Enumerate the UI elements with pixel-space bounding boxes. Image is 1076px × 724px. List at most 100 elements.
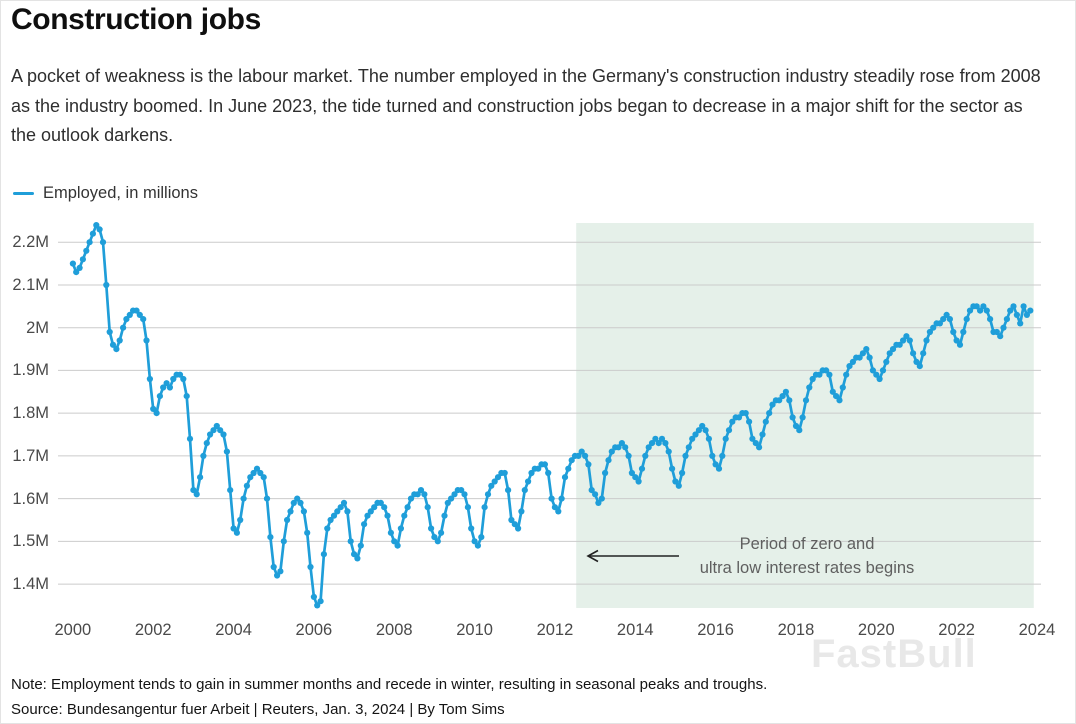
data-point-marker (210, 427, 217, 434)
data-point-marker (330, 512, 338, 519)
data-point-marker (263, 495, 271, 502)
x-tick-label: 2016 (697, 621, 734, 639)
data-point-marker (675, 482, 682, 489)
data-point-marker (438, 529, 445, 536)
data-point-marker (203, 440, 210, 447)
y-tick-label: 1.8M (12, 404, 49, 423)
data-point-marker (156, 393, 163, 400)
y-tick-label: 2.2M (12, 233, 49, 252)
data-point-marker (608, 448, 615, 455)
data-point-marker (906, 337, 913, 344)
data-point-marker (618, 440, 626, 447)
x-tick-label: 2020 (857, 621, 895, 639)
legend: Employed, in millions (13, 184, 198, 203)
data-point-marker (916, 363, 923, 370)
data-point-marker (257, 469, 264, 477)
data-point-marker (103, 281, 110, 289)
data-point-marker (417, 487, 425, 494)
data-point-marker (956, 341, 964, 348)
data-point-marker (140, 316, 147, 323)
data-point-marker (863, 346, 870, 353)
data-point-marker (424, 504, 431, 511)
data-point-marker (977, 307, 984, 314)
data-point-marker (126, 311, 133, 318)
data-point-marker (903, 333, 910, 340)
data-point-marker (561, 474, 569, 481)
data-point-marker (217, 427, 224, 434)
data-point-marker (73, 269, 80, 276)
data-point-marker (628, 469, 636, 477)
data-point-marker (846, 363, 853, 370)
x-tick-label: 2002 (134, 621, 172, 639)
data-point-marker (247, 474, 254, 481)
data-point-marker (843, 371, 850, 378)
data-point-marker (528, 469, 535, 477)
data-point-marker (829, 388, 836, 395)
data-point-marker (377, 499, 384, 506)
data-point-marker (106, 328, 113, 336)
data-point-marker (879, 367, 887, 374)
data-point-marker (300, 508, 307, 515)
data-point-marker (146, 375, 153, 383)
data-point-marker (776, 397, 783, 404)
data-point-marker (197, 474, 204, 481)
data-point-marker (317, 598, 324, 605)
data-point-marker (109, 341, 117, 348)
data-point-marker (585, 461, 592, 468)
data-point-marker (113, 346, 120, 353)
data-point-marker (622, 444, 629, 451)
data-point-marker (672, 478, 679, 485)
data-point-marker (551, 504, 559, 511)
data-point-marker (407, 495, 415, 502)
data-point-marker (307, 563, 314, 571)
data-point-marker (96, 226, 103, 233)
data-point-marker (571, 452, 579, 459)
data-point-marker (883, 358, 890, 365)
data-point-marker (431, 534, 438, 541)
data-point-marker (397, 525, 404, 532)
data-point-marker (116, 337, 123, 344)
data-point-marker (367, 508, 374, 515)
data-point-marker (324, 525, 331, 532)
x-tick-label: 2000 (54, 621, 92, 639)
data-point-marker (796, 427, 803, 434)
data-point-marker (143, 337, 150, 344)
data-point-marker (762, 418, 769, 425)
data-point-marker (779, 393, 786, 400)
y-tick-label: 1.4M (12, 575, 49, 594)
x-tick-label: 2006 (295, 621, 333, 639)
data-point-marker (1013, 311, 1021, 318)
data-point-marker (766, 410, 773, 417)
data-point-marker (826, 371, 833, 378)
data-point-marker (963, 316, 970, 323)
data-point-marker (970, 303, 977, 310)
x-tick-label: 2022 (938, 621, 975, 639)
data-point-marker (243, 482, 250, 489)
data-point-marker (715, 465, 723, 472)
x-tick-label: 2014 (616, 621, 654, 639)
data-point-marker (772, 397, 780, 404)
data-point-marker (849, 358, 857, 365)
data-point-marker (351, 551, 358, 558)
data-point-marker (960, 328, 967, 336)
data-point-marker (166, 384, 173, 391)
annotation-arrow-left-icon (586, 549, 679, 563)
data-point-marker (1017, 320, 1024, 327)
data-point-marker (662, 440, 669, 447)
data-point-marker (568, 457, 575, 464)
data-point-marker (709, 452, 716, 459)
data-point-marker (705, 435, 713, 442)
data-point-marker (602, 469, 609, 477)
data-point-marker (123, 316, 130, 323)
data-point-marker (756, 444, 763, 451)
data-point-marker (819, 367, 826, 374)
data-point-marker (742, 410, 749, 417)
data-point-marker (176, 371, 184, 378)
data-point-marker (491, 478, 498, 485)
data-point-marker (836, 397, 843, 404)
data-point-marker (411, 491, 418, 498)
data-point-marker (722, 435, 729, 442)
data-point-marker (76, 264, 83, 271)
data-point-marker (484, 491, 492, 498)
data-point-marker (421, 491, 428, 498)
